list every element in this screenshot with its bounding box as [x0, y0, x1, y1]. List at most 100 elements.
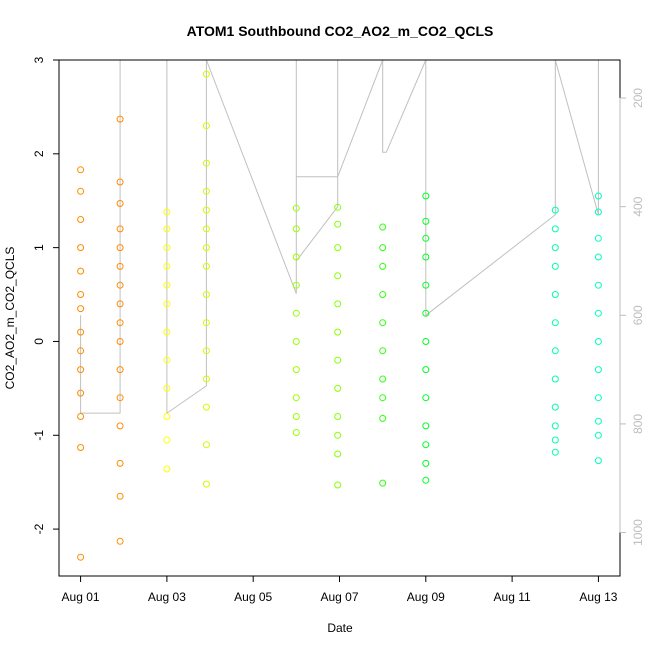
- x-tick-label: Aug 09: [407, 590, 445, 604]
- data-point: [203, 481, 209, 487]
- data-point: [595, 432, 601, 438]
- y-tick-label: -1: [32, 430, 46, 441]
- data-point: [552, 245, 558, 251]
- data-point: [335, 385, 341, 391]
- data-point: [380, 480, 386, 486]
- data-point: [595, 418, 601, 424]
- data-point: [595, 310, 601, 316]
- data-point: [117, 423, 123, 429]
- data-point: [552, 376, 558, 382]
- data-point: [78, 217, 84, 223]
- data-point: [293, 367, 299, 373]
- data-point: [552, 320, 558, 326]
- x-tick-label: Aug 01: [62, 590, 100, 604]
- data-point: [552, 263, 558, 269]
- data-point: [595, 458, 601, 464]
- data-point: [595, 395, 601, 401]
- data-point: [335, 301, 341, 307]
- data-point: [203, 404, 209, 410]
- data-point: [335, 221, 341, 227]
- data-point: [78, 306, 84, 312]
- data-point: [293, 414, 299, 420]
- y-right-tick-label: 800: [631, 414, 645, 434]
- data-point: [423, 367, 429, 373]
- data-point: [423, 395, 429, 401]
- data-point: [164, 466, 170, 472]
- data-point: [293, 395, 299, 401]
- data-point: [380, 348, 386, 354]
- data-point: [335, 245, 341, 251]
- data-point: [78, 292, 84, 298]
- y-right-axis: 200 400 600 800 1000: [620, 88, 645, 546]
- x-axis: Aug 01 Aug 03 Aug 05 Aug 07 Aug 09 Aug 11 Aug …: [62, 576, 618, 604]
- y-tick-label: 0: [32, 338, 46, 345]
- data-point: [380, 320, 386, 326]
- data-point: [78, 188, 84, 194]
- data-point: [423, 460, 429, 466]
- data-point: [552, 292, 558, 298]
- x-tick-label: Aug 11: [494, 590, 531, 604]
- data-point: [595, 235, 601, 241]
- y-tick-label: 3: [32, 56, 46, 63]
- data-point: [423, 442, 429, 448]
- data-point: [78, 414, 84, 420]
- data-point: [335, 329, 341, 335]
- track-lines: [81, 60, 599, 413]
- y-axis-label: CO2_AO2_m_CO2_QCLS: [3, 247, 17, 390]
- y-right-tick-label: 400: [631, 196, 645, 216]
- data-point: [423, 477, 429, 483]
- data-point: [552, 423, 558, 429]
- y-tick-label: 1: [32, 244, 46, 251]
- data-point: [552, 348, 558, 354]
- scatter-points: [78, 71, 602, 560]
- plot-frame: [59, 60, 620, 576]
- data-point: [380, 263, 386, 269]
- track-line: [81, 60, 599, 413]
- data-point: [380, 292, 386, 298]
- data-point: [595, 282, 601, 288]
- y-tick-label: -2: [32, 523, 46, 534]
- x-axis-label: Date: [327, 621, 353, 635]
- data-point: [552, 226, 558, 232]
- data-point: [117, 460, 123, 466]
- data-point: [423, 339, 429, 345]
- data-point: [117, 493, 123, 499]
- data-point: [335, 451, 341, 457]
- data-point: [164, 414, 170, 420]
- y-right-tick-label: 600: [631, 305, 645, 325]
- x-tick-label: Aug 05: [234, 590, 272, 604]
- data-point: [335, 414, 341, 420]
- data-point: [335, 273, 341, 279]
- y-tick-label: 2: [32, 150, 46, 157]
- y-right-tick-label: 200: [631, 88, 645, 108]
- y-axis: -2 -1 0 1 2 3: [32, 56, 59, 534]
- data-point: [552, 449, 558, 455]
- data-point: [78, 445, 84, 451]
- data-point: [380, 245, 386, 251]
- data-point: [78, 554, 84, 560]
- data-point: [117, 538, 123, 544]
- data-point: [164, 437, 170, 443]
- data-point: [335, 432, 341, 438]
- data-point: [335, 357, 341, 363]
- data-point: [595, 339, 601, 345]
- data-point: [595, 367, 601, 373]
- data-point: [380, 395, 386, 401]
- data-point: [78, 245, 84, 251]
- chart-title: ATOM1 Southbound CO2_AO2_m_CO2_QCLS: [187, 23, 494, 39]
- x-tick-label: Aug 03: [148, 590, 186, 604]
- data-point: [595, 254, 601, 260]
- y-right-tick-label: 1000: [631, 519, 645, 546]
- x-tick-label: Aug 07: [320, 590, 358, 604]
- data-point: [380, 376, 386, 382]
- data-point: [380, 415, 386, 421]
- data-point: [293, 430, 299, 436]
- x-tick-label: Aug 13: [579, 590, 617, 604]
- data-point: [78, 268, 84, 274]
- data-point: [78, 167, 84, 173]
- data-point: [552, 404, 558, 410]
- data-point: [335, 482, 341, 488]
- data-point: [203, 442, 209, 448]
- data-point: [423, 423, 429, 429]
